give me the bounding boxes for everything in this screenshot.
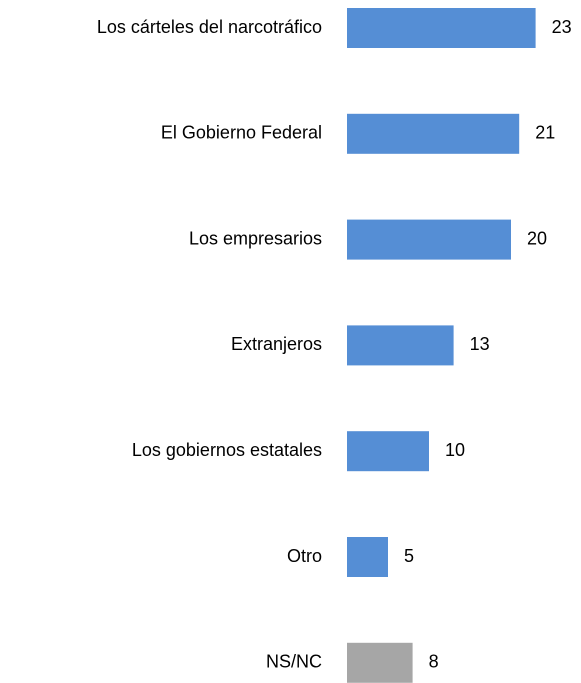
value-label: 5 — [404, 546, 414, 566]
category-label: Los empresarios — [189, 228, 322, 248]
bar — [347, 431, 429, 472]
bar — [347, 8, 536, 48]
value-label: 23 — [552, 17, 572, 37]
value-label: 13 — [470, 334, 490, 354]
value-label: 10 — [445, 440, 465, 460]
category-label: Los gobiernos estatales — [132, 440, 322, 460]
category-label: Extranjeros — [231, 334, 322, 354]
value-label: 21 — [535, 123, 555, 143]
category-label: Otro — [287, 546, 322, 566]
category-label: Los cárteles del narcotráfico — [97, 17, 322, 37]
bar — [347, 325, 454, 366]
category-label: NS/NC — [266, 652, 322, 672]
bar — [347, 219, 511, 260]
bar — [347, 113, 520, 154]
bar — [347, 642, 413, 683]
category-label: El Gobierno Federal — [161, 123, 322, 143]
bar — [347, 537, 388, 577]
value-label: 8 — [429, 652, 439, 672]
value-label: 20 — [527, 228, 547, 248]
